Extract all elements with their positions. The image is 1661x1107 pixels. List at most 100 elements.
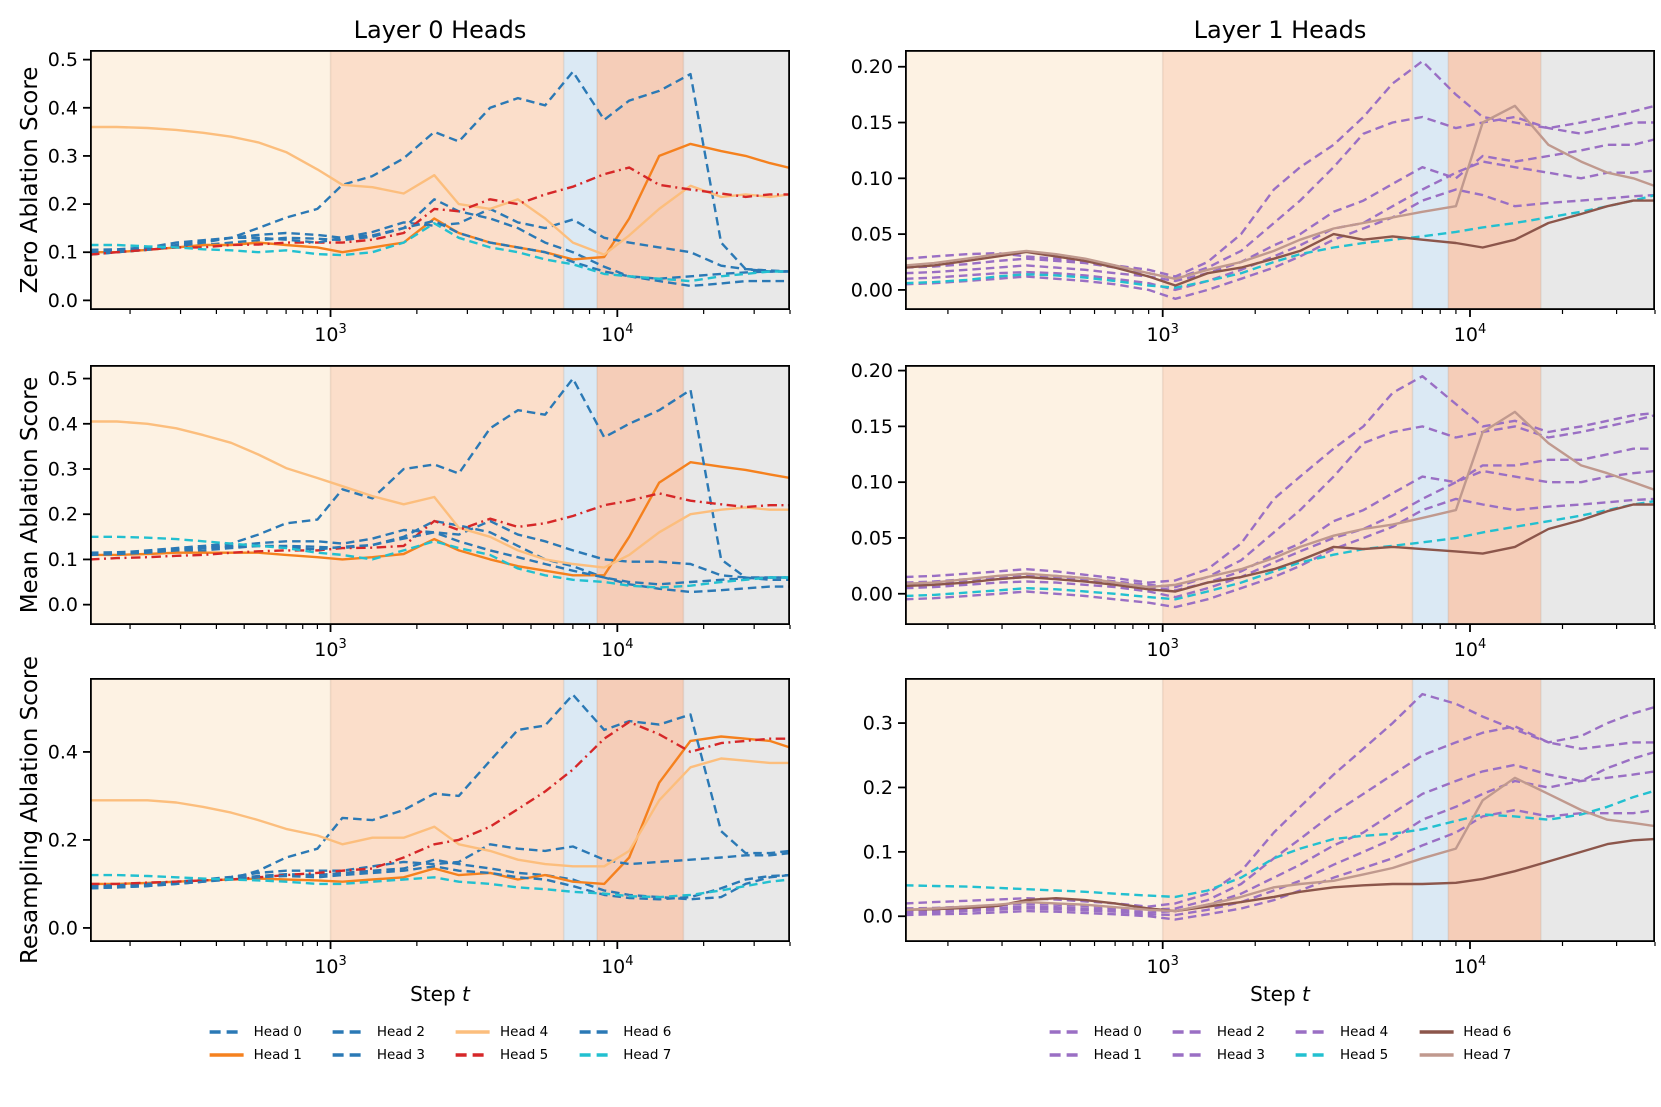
x-axis-label-text: Step [1250, 982, 1303, 1006]
legend-item-head-1: Head 1 [209, 1047, 302, 1063]
series-line-head-3 [90, 207, 790, 273]
phase-band-phase-4 [1448, 678, 1541, 942]
legend-line-sample [1419, 1053, 1454, 1057]
y-tick-label: 0.5 [48, 49, 78, 71]
series-group [90, 70, 790, 288]
series-group [90, 377, 790, 594]
x-tick-label: 103 [1146, 954, 1178, 978]
series-line-head-4 [90, 757, 790, 868]
legend-item-label: Head 0 [253, 1024, 302, 1040]
series-line-head-1 [905, 115, 1655, 281]
x-tick-label: 103 [1146, 322, 1178, 346]
series-line-head-1 [905, 725, 1655, 912]
plot-title-layer1: Layer 1 Heads [1193, 16, 1367, 44]
legend-line-sample [209, 1030, 244, 1034]
legend-line-sample [579, 1030, 614, 1034]
y-tick-label: 0.10 [851, 168, 893, 190]
subplot-zero-layer0: 103 104 0.0 0.1 0.2 0.3 0.4 0.5 [48, 49, 791, 346]
series-group [905, 374, 1655, 609]
series-line-head-6 [90, 531, 790, 586]
series-line-head-7 [905, 104, 1655, 281]
series-line-head-1 [90, 460, 790, 577]
series-line-head-6 [905, 503, 1655, 593]
legend-layer0: Head 0 Head 1 Head 2 Head 3 Head 4 Head 5 Head… [209, 1024, 671, 1063]
series-line-head-2 [905, 138, 1655, 283]
legend-line-sample [456, 1053, 490, 1057]
y-tick-label: 0.4 [48, 413, 78, 435]
x-tick-label: 104 [601, 954, 633, 978]
legend-line-sample [456, 1030, 490, 1034]
x-tick-label: 103 [1146, 637, 1178, 661]
legend-line-sample [1172, 1053, 1207, 1057]
legend-item-head-4: Head 4 [1295, 1024, 1388, 1040]
series-line-head-0 [90, 519, 790, 594]
legend-line-sample [332, 1053, 367, 1057]
series-line-head-6 [905, 199, 1655, 287]
legend-line-sample [1419, 1030, 1454, 1034]
legend-item-label: Head 1 [253, 1047, 302, 1063]
series-line-head-0 [90, 198, 790, 288]
series-line-head-4 [905, 188, 1655, 301]
series-line-head-7 [905, 410, 1655, 589]
legend-item-label: Head 7 [623, 1047, 672, 1063]
phase-band-phase-5 [683, 678, 790, 942]
x-tick-label: 103 [314, 322, 346, 346]
legend-line-sample [1049, 1053, 1084, 1057]
y-tick-label: 0.0 [48, 290, 78, 312]
phase-band-phase-3 [563, 365, 598, 625]
y-tick-label: 0.5 [48, 368, 78, 390]
legend-item-head-7: Head 7 [578, 1047, 671, 1063]
legend-layer1: Head 0 Head 1 Head 2 Head 3 Head 4 Head 5 Head… [1049, 1024, 1511, 1063]
legend-item-label: Head 0 [1093, 1024, 1142, 1040]
series-line-head-3 [90, 843, 790, 888]
legend-item-head-2: Head 2 [332, 1024, 425, 1040]
legend-line-sample [1296, 1030, 1330, 1034]
y-tick-label: 0.4 [48, 97, 78, 119]
legend-item-head-0: Head 0 [1049, 1024, 1142, 1040]
y-tick-label: 0.00 [851, 583, 893, 605]
phase-band-phase-2 [1162, 678, 1413, 942]
series-group [905, 692, 1655, 921]
phase-band-phase-2 [1162, 50, 1413, 310]
legend-item-label: Head 5 [500, 1047, 549, 1063]
subplot-resampling-layer1: 103 104 0.0 0.1 0.2 0.3 [863, 677, 1656, 978]
y-tick-label: 0.2 [48, 829, 78, 851]
series-line-head-3 [905, 160, 1655, 292]
legend-item-head-7: Head 7 [1418, 1047, 1511, 1063]
series-line-head-2 [90, 377, 790, 582]
series-group [905, 59, 1655, 301]
legend-item-head-3: Head 3 [1172, 1047, 1265, 1063]
x-tick-label: 104 [1454, 637, 1486, 661]
series-line-head-5 [905, 499, 1655, 601]
series-line-head-5 [90, 166, 790, 256]
series-line-head-7 [90, 222, 790, 283]
series-line-head-2 [90, 693, 790, 890]
subplot-zero-layer1: 103 104 0.00 0.05 0.10 0.15 0.20 [851, 49, 1656, 346]
phase-band-phase-4 [1448, 50, 1541, 310]
legend-item-label: Head 3 [376, 1047, 425, 1063]
legend-item-label: Head 1 [1093, 1047, 1142, 1063]
series-line-head-0 [905, 374, 1655, 584]
legend-line-sample [209, 1053, 244, 1057]
x-tick-label: 104 [601, 322, 633, 346]
y-tick-label: 0.2 [48, 194, 78, 216]
phase-band-phase-1 [90, 365, 331, 625]
y-tick-label: 0.1 [48, 549, 78, 571]
series-line-head-3 [905, 469, 1655, 599]
y-tick-label: 0.00 [851, 279, 893, 301]
legend-item-head-0: Head 0 [209, 1024, 302, 1040]
phase-band-phase-4 [1448, 365, 1541, 625]
y-tick-label: 0.05 [851, 527, 893, 549]
legend-line-sample [1172, 1030, 1207, 1034]
legend-item-label: Head 4 [500, 1024, 549, 1040]
legend-item-label: Head 7 [1463, 1047, 1512, 1063]
legend-line-sample [579, 1053, 614, 1057]
y-tick-label: 0.0 [48, 917, 78, 939]
legend-item-head-5: Head 5 [1295, 1047, 1388, 1063]
series-line-head-2 [905, 750, 1655, 914]
x-tick-label: 103 [314, 954, 346, 978]
y-tick-label: 0.20 [851, 360, 893, 382]
legend-item-head-4: Head 4 [455, 1024, 548, 1040]
legend-item-label: Head 2 [1216, 1024, 1265, 1040]
series-line-head-1 [90, 142, 790, 261]
